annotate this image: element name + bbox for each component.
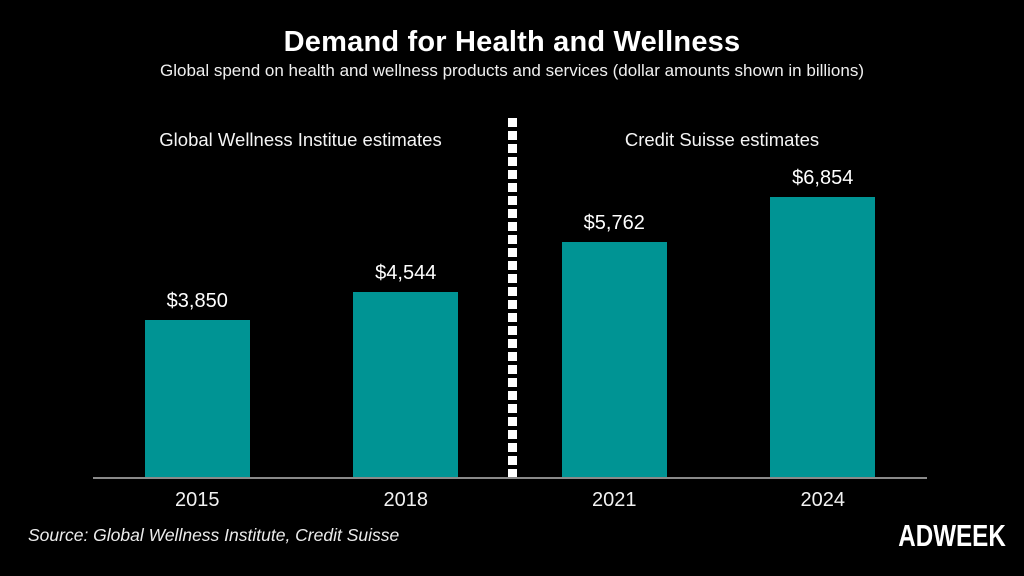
dotted-divider-line [508, 118, 517, 478]
bars-area: $3,850 $4,544 $5,762 $6,854 [93, 160, 927, 478]
x-tick-label: 2021 [592, 489, 637, 511]
bar-value-label: $3,850 [166, 290, 228, 312]
chart-title: Demand for Health and Wellness [283, 26, 741, 58]
chart-subtitle: Global spend on health and wellness prod… [159, 61, 864, 80]
x-axis-line [93, 477, 927, 479]
bar-value-label: $6,854 [792, 167, 854, 189]
right-section-label: Credit Suisse estimates [624, 129, 820, 150]
bar-group: $5,762 [510, 212, 719, 478]
adweek-logo: ADWEEK [898, 518, 1006, 553]
bar [144, 320, 250, 478]
bar-group: $4,544 [302, 262, 511, 478]
bar-group: $3,850 [93, 290, 302, 478]
x-tick-label: 2024 [800, 489, 846, 511]
source-note: Source: Global Wellness Institute, Credi… [28, 525, 400, 545]
x-axis-tick-labels: 2015 2018 2021 2024 [93, 489, 927, 512]
bar [353, 292, 459, 478]
x-tick-label: 2018 [383, 489, 429, 511]
bar-value-label: $4,544 [375, 262, 437, 284]
bar [770, 197, 876, 478]
bar [561, 242, 667, 478]
bar-value-label: $5,762 [583, 212, 645, 234]
x-tick-label: 2015 [175, 489, 220, 511]
left-section-label: Global Wellness Institue estimates [159, 129, 442, 150]
bar-group: $6,854 [719, 167, 928, 478]
